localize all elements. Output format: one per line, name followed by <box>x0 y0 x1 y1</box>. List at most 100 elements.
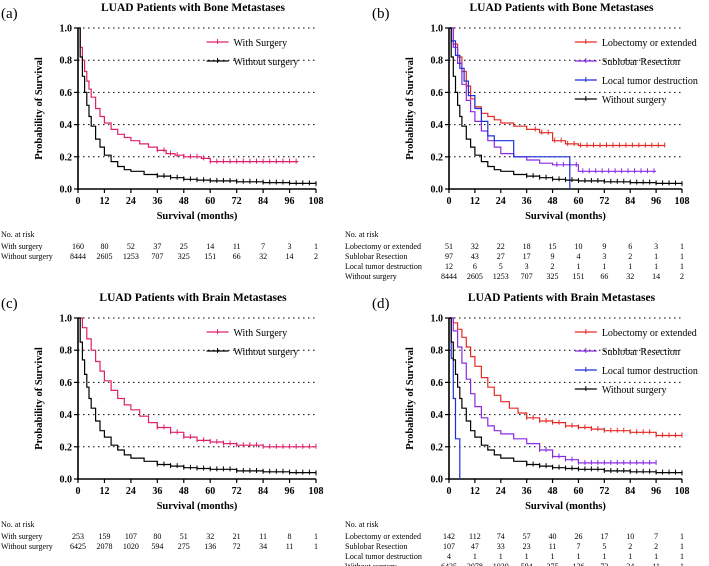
y-tick-label: 0.8 <box>431 56 444 67</box>
legend-label: Without surgery <box>234 347 299 358</box>
chart-title: LUAD Patients with Brain Metastases <box>99 292 287 304</box>
risk-value: 9 <box>602 242 606 251</box>
x-tick-label: 96 <box>651 196 661 207</box>
risk-value: 22 <box>497 242 505 251</box>
x-tick-label: 84 <box>625 196 635 207</box>
risk-value: 10 <box>626 532 634 541</box>
x-axis-label: Survival (months) <box>157 211 238 222</box>
risk-value: 2078 <box>96 542 112 551</box>
x-tick-label: 108 <box>309 486 324 497</box>
risk-value: 1253 <box>493 272 509 281</box>
risk-value: 2 <box>314 252 318 261</box>
risk-value: 2 <box>628 252 632 261</box>
risk-value: 2 <box>680 272 684 281</box>
risk-value: 1 <box>654 252 658 261</box>
risk-value: 1 <box>680 552 684 561</box>
risk-table-header: No. at risk <box>345 520 379 529</box>
risk-value: 1 <box>314 532 318 541</box>
x-tick-label: 72 <box>232 196 242 207</box>
risk-value: 9 <box>551 252 555 261</box>
risk-row-label: Without surgery <box>1 252 53 261</box>
risk-value: 15 <box>549 242 557 251</box>
risk-value: 1 <box>602 262 606 271</box>
risk-row-label: Lobectomy or extended <box>345 532 421 541</box>
y-tick-label: 0.2 <box>60 152 73 163</box>
risk-value: 1 <box>680 532 684 541</box>
risk-value: 6 <box>473 262 477 271</box>
risk-value: 160 <box>72 242 84 251</box>
legend: Lobectomy or extended Sublobar Resection L… <box>574 38 698 106</box>
risk-value: 325 <box>547 272 559 281</box>
risk-value: 2078 <box>467 562 483 566</box>
risk-value: 4 <box>576 252 580 261</box>
risk-value: 4 <box>447 552 451 561</box>
risk-value: 51 <box>180 532 188 541</box>
x-tick-label: 12 <box>470 196 480 207</box>
x-tick-label: 96 <box>651 486 661 497</box>
subplot-label: (c) <box>1 296 18 312</box>
risk-row-label: With surgery <box>1 532 43 541</box>
x-tick-label: 84 <box>258 486 268 497</box>
risk-value: 1020 <box>123 542 139 551</box>
risk-value: 2605 <box>467 272 483 281</box>
risk-value: 1 <box>680 262 684 271</box>
risk-value: 26 <box>574 532 582 541</box>
risk-value: 7 <box>654 532 658 541</box>
y-tick-label: 0.6 <box>60 88 73 99</box>
subplot-label: (a) <box>1 6 18 22</box>
y-tick-label: 0.8 <box>431 346 444 357</box>
y-tick-label: 0.8 <box>60 346 73 357</box>
survival-curve <box>78 317 317 474</box>
risk-value: 325 <box>178 252 190 261</box>
x-tick-label: 24 <box>126 486 136 497</box>
risk-value: 57 <box>523 532 531 541</box>
risk-value: 6425 <box>70 542 86 551</box>
risk-value: 10 <box>574 242 582 251</box>
risk-value: 12 <box>445 262 453 271</box>
risk-value: 107 <box>443 542 455 551</box>
risk-value: 707 <box>151 252 163 261</box>
series-with-surgery <box>78 27 299 164</box>
x-tick-label: 60 <box>205 196 215 207</box>
risk-value: 1 <box>473 552 477 561</box>
risk-value: 1 <box>680 542 684 551</box>
risk-value: 21 <box>233 532 241 541</box>
risk-value: 66 <box>233 252 241 261</box>
risk-value: 159 <box>98 532 110 541</box>
x-tick-label: 48 <box>179 196 189 207</box>
x-tick-label: 96 <box>285 486 295 497</box>
risk-value: 74 <box>497 532 505 541</box>
y-tick-label: 0.8 <box>60 56 73 67</box>
risk-row-label: With surgery <box>1 242 43 251</box>
panel-d: (d) LUAD Patients with Brain Metastases 0.… <box>345 292 698 566</box>
x-tick-label: 12 <box>99 196 109 207</box>
x-tick-label: 0 <box>447 486 452 497</box>
risk-value: 11 <box>652 562 660 566</box>
series-local-tumor-destruction <box>449 27 571 189</box>
series-without-surgery <box>449 27 683 187</box>
x-tick-label: 12 <box>99 486 109 497</box>
risk-value: 8444 <box>441 272 457 281</box>
risk-value: 1020 <box>493 562 509 566</box>
y-axis-label: Probability of Survival <box>405 347 416 450</box>
risk-value: 27 <box>497 252 505 261</box>
x-tick-label: 108 <box>675 486 690 497</box>
risk-value: 52 <box>127 242 135 251</box>
subplot-label: (b) <box>372 6 390 22</box>
x-tick-label: 36 <box>522 486 532 497</box>
y-tick-label: 0.0 <box>431 185 444 196</box>
x-tick-label: 84 <box>625 486 635 497</box>
risk-row-label: Without surgery <box>1 542 53 551</box>
risk-value: 3 <box>525 262 529 271</box>
x-tick-label: 36 <box>152 196 162 207</box>
subplot-label: (d) <box>372 296 390 312</box>
risk-value: 3 <box>654 242 658 251</box>
chart-title: LUAD Patients with Bone Metastases <box>101 2 286 14</box>
risk-value: 66 <box>600 272 608 281</box>
risk-value: 1 <box>314 242 318 251</box>
risk-value: 32 <box>259 252 267 261</box>
risk-value: 1 <box>628 552 632 561</box>
risk-value: 1 <box>576 262 580 271</box>
